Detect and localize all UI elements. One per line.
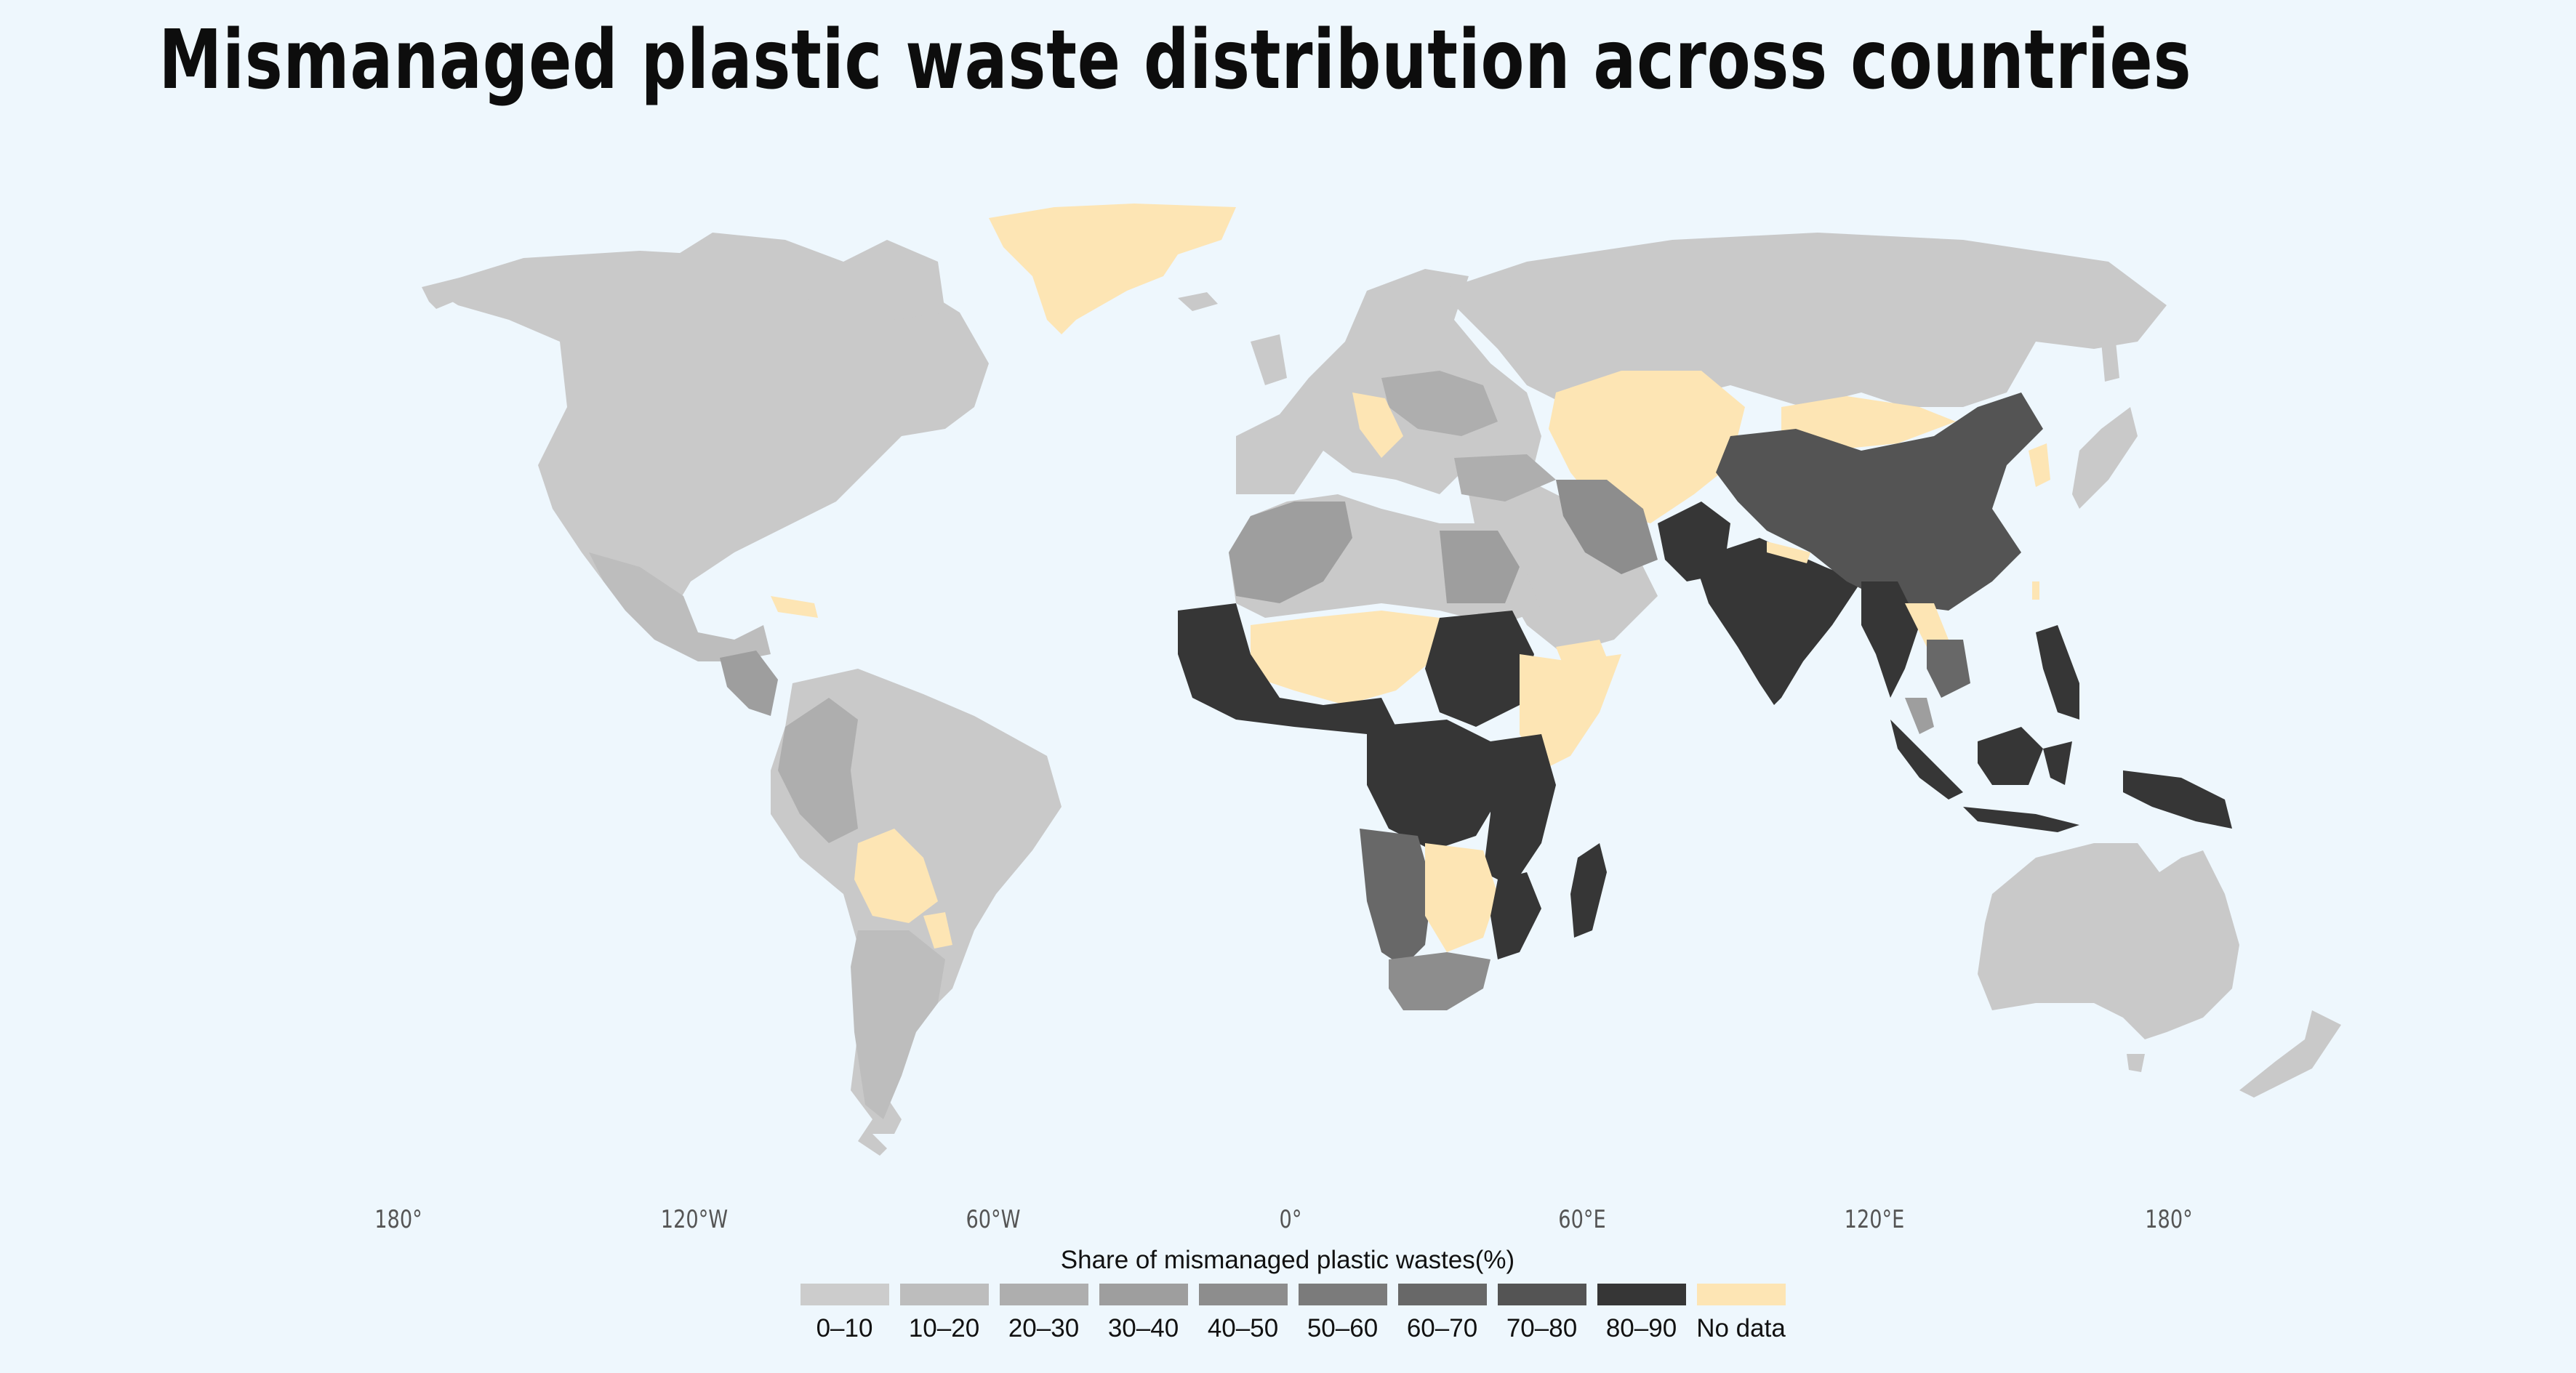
west-africa xyxy=(1178,603,1396,734)
legend-swatch xyxy=(899,1284,989,1305)
mexico xyxy=(589,552,771,661)
south-africa xyxy=(1389,952,1490,1010)
longitude-label: 60°W xyxy=(966,1205,1021,1234)
yemen xyxy=(1556,640,1607,665)
new-guinea xyxy=(2123,770,2232,829)
legend-label: 80–90 xyxy=(1605,1314,1677,1342)
china xyxy=(1716,392,2043,611)
legend-swatch xyxy=(1397,1284,1487,1305)
legend-item: 50–60 xyxy=(1293,1284,1392,1343)
philippines xyxy=(2036,625,2079,720)
map-title: Mismanaged plastic waste distribution ac… xyxy=(159,13,2192,108)
legend-swatch xyxy=(999,1284,1088,1305)
argentina-chile xyxy=(851,930,945,1119)
legend-swatch xyxy=(800,1284,889,1305)
mozambique xyxy=(1490,872,1541,959)
greenland xyxy=(989,204,1236,334)
horn-of-africa xyxy=(1520,654,1621,770)
legend-label: 0–10 xyxy=(816,1314,873,1342)
russia xyxy=(1440,233,2167,407)
australia xyxy=(1978,843,2239,1039)
east-africa xyxy=(1483,734,1556,887)
legend-swatch xyxy=(1198,1284,1288,1305)
mongolia xyxy=(1781,396,1956,451)
legend-swatch xyxy=(1696,1284,1786,1305)
legend-label: 70–80 xyxy=(1506,1314,1578,1342)
legend: 0–10 10–20 20–30 30–40 40–50 50–60 60–70… xyxy=(795,1284,1791,1343)
legend-swatch xyxy=(1099,1284,1188,1305)
nepal xyxy=(1767,541,1810,563)
legend-item: 20–30 xyxy=(994,1284,1094,1343)
legend-label: 60–70 xyxy=(1406,1314,1478,1342)
laos xyxy=(1905,603,1949,647)
central-america xyxy=(720,651,778,716)
central-africa xyxy=(1367,720,1498,850)
legend-item: 80–90 xyxy=(1592,1284,1691,1343)
sahel-nodata xyxy=(1251,611,1440,705)
malaysia xyxy=(1905,698,1934,734)
angola-namibia xyxy=(1360,829,1432,967)
korea xyxy=(2029,443,2050,487)
longitude-label: 120°E xyxy=(1844,1205,1905,1234)
myanmar-thailand xyxy=(1861,581,1919,698)
vietnam-cambodia xyxy=(1927,640,1970,698)
arctic-archipelago xyxy=(654,233,945,320)
caribbean-islands xyxy=(771,596,818,618)
legend-title: Share of mismanaged plastic wastes(%) xyxy=(1060,1246,1515,1274)
java xyxy=(1963,807,2079,832)
sumatra xyxy=(1890,720,1963,800)
longitude-label: 60°E xyxy=(1558,1205,1606,1234)
iran xyxy=(1556,480,1658,574)
legend-item: 60–70 xyxy=(1392,1284,1492,1343)
longitude-label: 180° xyxy=(2145,1205,2193,1234)
north-america-landmass xyxy=(429,251,989,625)
legend-item: 30–40 xyxy=(1094,1284,1193,1343)
longitude-label: 0° xyxy=(1279,1205,1302,1234)
morocco-algeria xyxy=(1229,502,1352,603)
middle-east xyxy=(1469,480,1658,654)
uk-ireland xyxy=(1251,334,1287,385)
sudan xyxy=(1425,611,1534,727)
legend-label: 20–30 xyxy=(1008,1314,1080,1342)
sulawesi xyxy=(2043,741,2072,785)
legend-label: 50–60 xyxy=(1307,1314,1379,1342)
new-zealand xyxy=(2239,1010,2341,1098)
legend-item: 0–10 xyxy=(795,1284,894,1343)
india xyxy=(1694,538,1861,705)
sakhalin xyxy=(2101,342,2119,382)
taiwan xyxy=(2032,581,2039,600)
longitude-label: 120°W xyxy=(660,1205,729,1234)
iceland xyxy=(1178,292,1218,311)
legend-item: 70–80 xyxy=(1492,1284,1592,1343)
borneo xyxy=(1978,727,2043,785)
alaska-peninsula xyxy=(422,276,480,309)
legend-swatch xyxy=(1497,1284,1586,1305)
balkans xyxy=(1352,392,1403,458)
bolivia xyxy=(854,829,938,923)
legend-item: 40–50 xyxy=(1193,1284,1293,1343)
longitude-label: 180° xyxy=(374,1205,422,1234)
legend-swatch xyxy=(1298,1284,1387,1305)
peru-colombia xyxy=(778,698,858,843)
legend-label: 10–20 xyxy=(908,1314,980,1342)
turkey-caucasus xyxy=(1454,454,1556,502)
legend-item: 10–20 xyxy=(894,1284,994,1343)
zambia-botswana xyxy=(1425,843,1498,952)
madagascar xyxy=(1570,843,1607,938)
eastern-europe xyxy=(1381,371,1498,436)
legend-label: No data xyxy=(1696,1314,1786,1342)
legend-label: 30–40 xyxy=(1107,1314,1179,1342)
egypt xyxy=(1440,531,1520,603)
japan xyxy=(2072,407,2138,509)
paraguay xyxy=(923,912,952,949)
legend-swatch xyxy=(1597,1284,1686,1305)
tasmania xyxy=(2127,1054,2145,1072)
legend-item: No data xyxy=(1691,1284,1791,1343)
legend-label: 40–50 xyxy=(1207,1314,1279,1342)
